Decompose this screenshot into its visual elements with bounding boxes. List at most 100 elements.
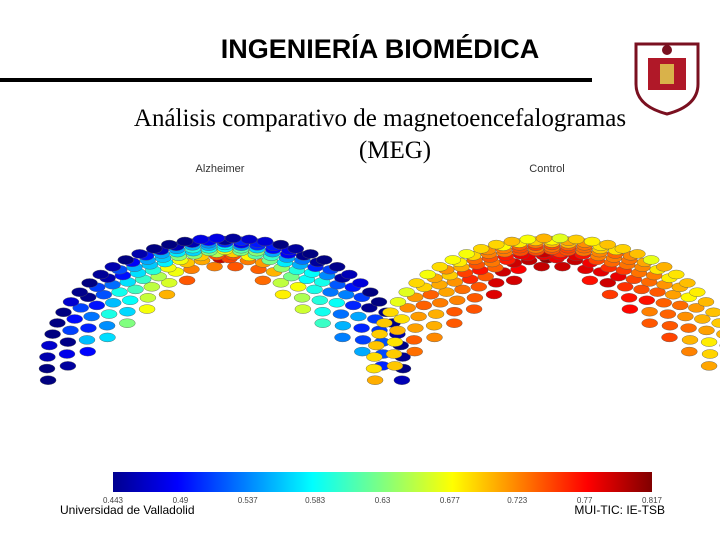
sensor <box>104 262 122 272</box>
sensor <box>399 303 416 313</box>
sensor <box>446 318 463 328</box>
sensor <box>329 262 346 272</box>
sensor <box>599 278 616 288</box>
colorbar-tick-label: 0.723 <box>507 496 528 505</box>
sensor <box>503 236 521 247</box>
sensor <box>41 340 58 351</box>
sensor <box>681 346 698 357</box>
sensor <box>638 295 655 305</box>
sensor <box>488 239 505 250</box>
sensor <box>353 323 370 333</box>
sensor <box>466 293 484 303</box>
sensor <box>334 332 351 343</box>
sensor <box>78 335 96 345</box>
sensor <box>322 287 339 297</box>
sensor <box>371 329 388 339</box>
colorbar <box>113 472 652 492</box>
sensor <box>659 309 677 319</box>
sensor <box>362 287 379 297</box>
sensor <box>361 303 378 313</box>
sensor <box>427 309 445 319</box>
sensor <box>366 352 383 362</box>
sensor <box>700 337 718 347</box>
sensor <box>389 325 406 336</box>
sensor <box>161 239 178 250</box>
sensor <box>465 304 483 314</box>
sensor <box>698 325 715 336</box>
sensor <box>350 311 367 322</box>
footer-left: Universidad de Valladolid <box>60 503 195 517</box>
colorbar-tick-label: 0.583 <box>305 496 326 505</box>
sensor <box>679 278 696 288</box>
colorbar-tick-label: 0.49 <box>173 496 189 505</box>
sensor <box>314 318 331 328</box>
sensor <box>656 262 673 272</box>
sensor <box>100 309 118 319</box>
sensor <box>71 287 88 297</box>
sensor <box>176 236 194 247</box>
colorbar-tick-label: 0.77 <box>577 496 593 505</box>
sensor <box>398 287 415 297</box>
sensor <box>410 311 427 322</box>
sensor <box>581 275 599 286</box>
sensor <box>272 239 289 250</box>
sensor <box>422 290 439 300</box>
sensor <box>386 361 404 371</box>
sensor <box>49 318 66 328</box>
sensor <box>446 307 463 317</box>
sensor <box>256 236 274 247</box>
sensor <box>119 307 136 317</box>
sensor <box>641 307 658 317</box>
sensor <box>643 255 660 265</box>
sensor <box>72 303 89 313</box>
sensor <box>59 361 77 371</box>
sensor <box>668 269 685 280</box>
sensor <box>311 295 328 305</box>
sensor <box>39 375 57 385</box>
sensor <box>139 293 157 303</box>
sensor <box>58 349 76 359</box>
sensor <box>535 233 553 244</box>
sensor <box>160 278 178 288</box>
sensor <box>121 295 139 305</box>
sensor <box>208 233 226 244</box>
sensor <box>661 321 679 331</box>
sensor <box>385 349 403 359</box>
sensor <box>415 300 432 311</box>
sensor <box>438 287 455 297</box>
sensor <box>393 314 410 324</box>
sensor <box>620 293 638 303</box>
sensor <box>705 307 720 317</box>
sensor <box>408 278 425 288</box>
sensor <box>290 282 307 292</box>
colorbar-ticks: 0.443 0.49 0.537 0.583 0.63 0.677 0.723 0.77 0.8… <box>103 496 663 505</box>
sensor <box>366 375 384 385</box>
sensor <box>629 249 646 259</box>
sensor <box>341 269 358 280</box>
subtitle-line: Análisis comparativo de magnetoencefalog… <box>134 105 626 132</box>
sensor <box>119 318 136 328</box>
sensor <box>227 261 244 272</box>
sensor <box>649 287 666 297</box>
sensor <box>554 261 571 272</box>
sensor <box>458 249 475 259</box>
sensor <box>370 297 388 307</box>
sensor <box>697 297 715 307</box>
sensor <box>158 289 176 300</box>
sensor <box>386 337 404 347</box>
sensor <box>111 287 128 297</box>
sensor <box>316 255 333 265</box>
sensor <box>485 289 503 300</box>
sensor <box>306 284 323 295</box>
colorbar-tick-label: 0.443 <box>103 496 124 505</box>
sensor <box>431 262 448 272</box>
sensor <box>711 318 720 328</box>
sensor <box>407 323 424 333</box>
sensor <box>352 278 369 288</box>
sensor <box>44 329 61 339</box>
sensor <box>192 234 210 245</box>
sensor <box>425 321 443 331</box>
sensor <box>38 363 56 374</box>
sensor <box>426 332 443 343</box>
sensor <box>716 330 720 339</box>
